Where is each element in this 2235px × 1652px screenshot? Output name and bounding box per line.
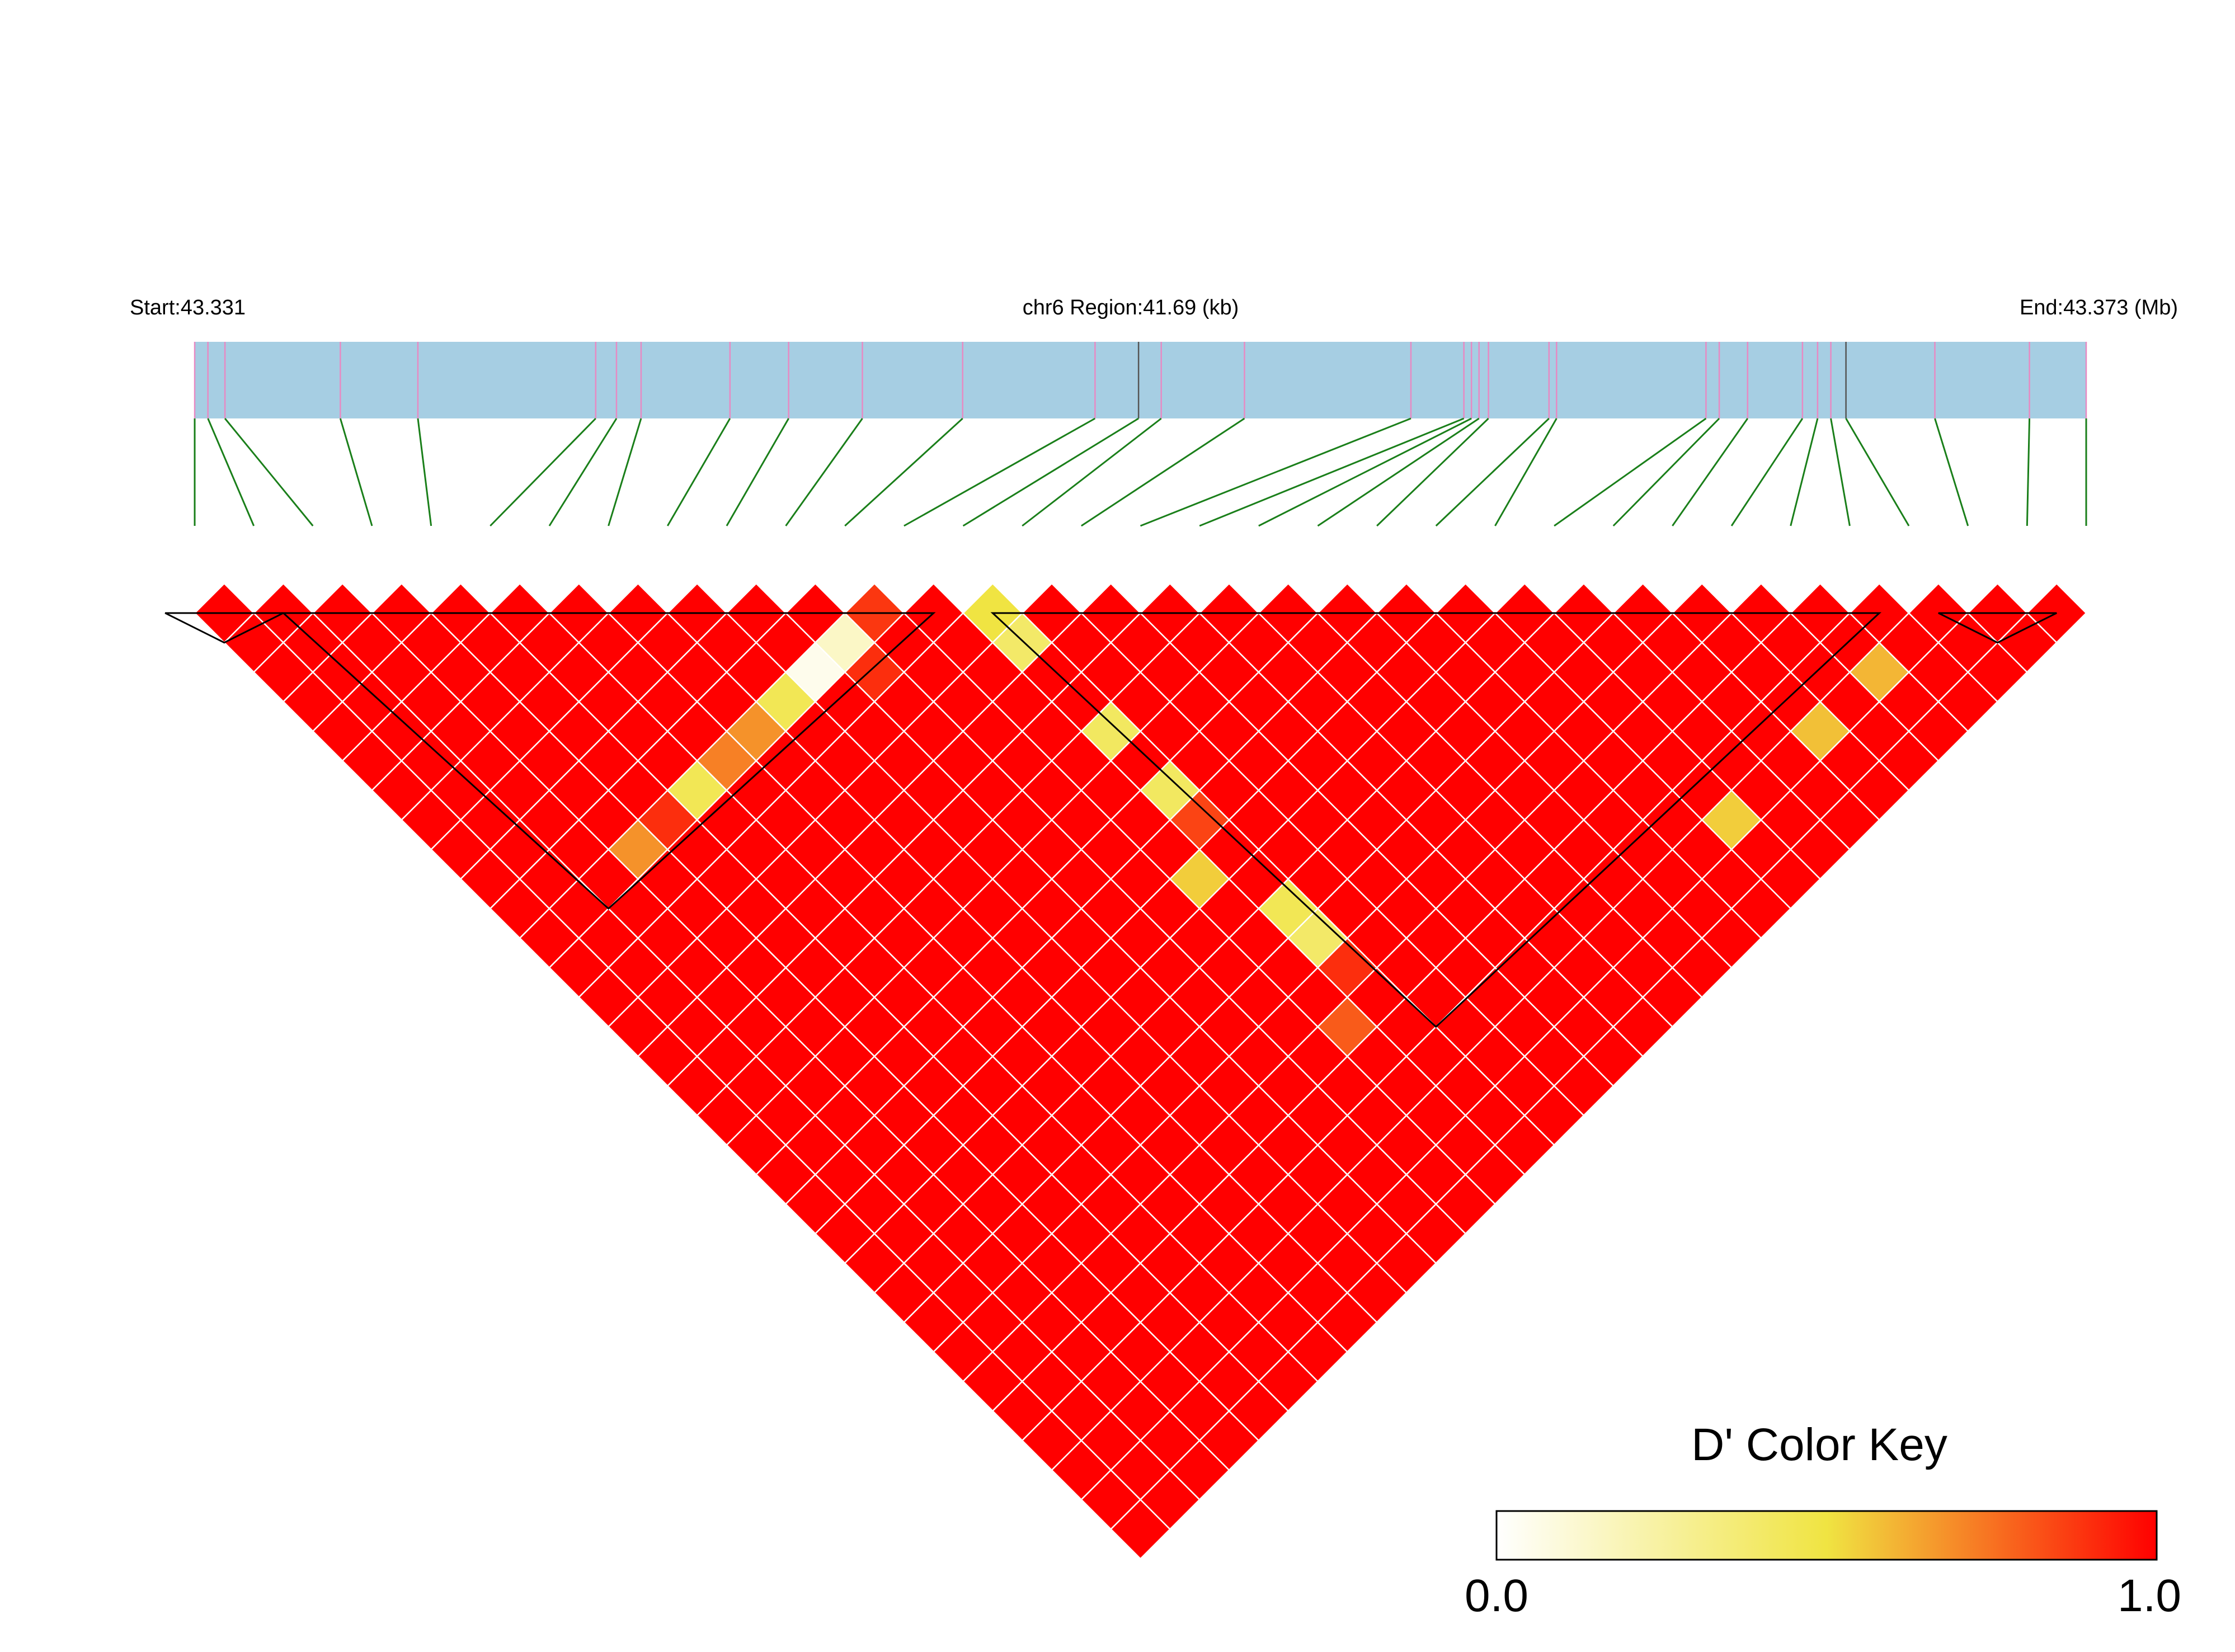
snp-connector [608, 418, 642, 526]
snp-connector [1672, 418, 1749, 526]
ld-block-outline [1938, 612, 2057, 644]
snp-connector [490, 417, 596, 527]
snp-connector [2026, 418, 2031, 526]
snp-connector-lines [194, 417, 2087, 527]
snp-connector [1022, 417, 1162, 527]
snp-connector [1730, 418, 1804, 526]
chromosome-region-bar [195, 342, 2086, 418]
snp-connector [1317, 417, 1480, 527]
start-label: Start:43.331 [130, 296, 246, 319]
snp-connector [1494, 418, 1558, 526]
ld-block-outline [281, 612, 936, 910]
color-key-title: D' Color Key [1691, 1419, 1947, 1470]
end-label: End:43.373 (Mb) [2020, 296, 2178, 319]
snp-connector [1554, 417, 1707, 527]
snp-connector [1140, 417, 1411, 527]
ld-block-outlines [164, 612, 2057, 1028]
snp-connector [224, 418, 314, 526]
ld-block-outline [164, 612, 284, 644]
snp-connector [207, 418, 255, 526]
snp-connector [1199, 417, 1465, 527]
snp-position-ticks [194, 342, 2087, 418]
snp-connector [548, 418, 618, 526]
snp-connector [339, 418, 373, 526]
snp-connector [1081, 417, 1245, 527]
snp-connector [1612, 417, 1720, 527]
snp-connector [666, 418, 731, 526]
snp-connector [1934, 418, 1969, 526]
snp-connector [962, 417, 1139, 527]
snp-connector [1790, 418, 1819, 526]
snp-connector [904, 417, 1096, 527]
snp-connector [785, 418, 863, 526]
color-key-bar [1495, 1510, 2158, 1561]
snp-connector [1845, 418, 1910, 526]
snp-connector [1830, 418, 1851, 526]
snp-connector [1435, 417, 1550, 527]
snp-connector [417, 418, 432, 526]
snp-connector [1376, 417, 1489, 527]
color-key-max-label: 1.0 [2118, 1570, 2181, 1621]
ld-block-outline [990, 612, 1882, 1028]
snp-connector [1258, 417, 1472, 527]
snp-connector [844, 417, 963, 527]
region-label: chr6 Region:41.69 (kb) [1023, 296, 1239, 319]
color-key-min-label: 0.0 [1465, 1570, 1528, 1621]
ld-cells [194, 582, 2087, 1560]
snp-connector [726, 418, 789, 526]
